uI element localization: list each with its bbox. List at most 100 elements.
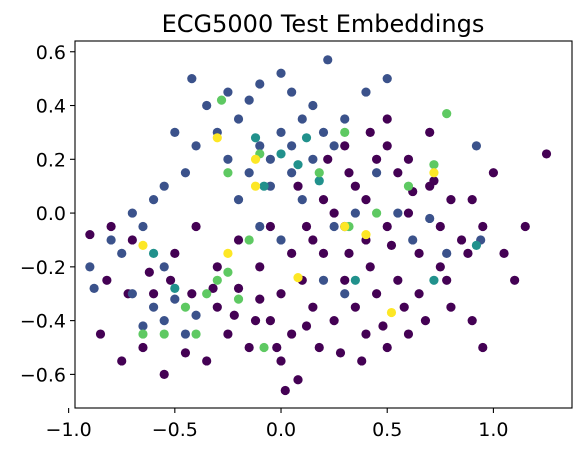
- data-point: [255, 79, 265, 89]
- data-point: [414, 248, 424, 258]
- data-point: [202, 289, 212, 299]
- data-point: [287, 87, 297, 97]
- y-tick-label: 0.6: [36, 42, 66, 64]
- data-point: [255, 262, 265, 272]
- data-point: [340, 127, 350, 138]
- data-point: [159, 181, 169, 191]
- x-tick-label: 0.0: [266, 419, 296, 441]
- data-point: [393, 168, 403, 178]
- data-point: [308, 154, 318, 164]
- data-point: [180, 348, 191, 358]
- data-point: [403, 181, 414, 191]
- data-point: [403, 154, 414, 164]
- data-point: [138, 221, 148, 232]
- data-point: [314, 176, 324, 186]
- data-point: [478, 221, 488, 232]
- data-point: [403, 329, 414, 339]
- data-point: [127, 289, 137, 299]
- data-point: [216, 95, 227, 105]
- data-point: [144, 267, 154, 277]
- x-tick-label: 0.5: [372, 419, 402, 441]
- data-point: [414, 289, 424, 299]
- data-point: [297, 114, 307, 124]
- data-point: [308, 302, 318, 312]
- data-point: [233, 195, 244, 205]
- data-point: [212, 133, 222, 143]
- data-point: [159, 316, 169, 326]
- data-point: [293, 375, 303, 385]
- data-point: [212, 275, 222, 285]
- data-point: [301, 321, 312, 331]
- data-point: [329, 221, 339, 232]
- data-point: [233, 114, 244, 124]
- y-tick-label: 0.0: [36, 203, 66, 225]
- data-point: [386, 240, 397, 250]
- data-point: [280, 385, 290, 396]
- data-point: [318, 275, 329, 285]
- data-point: [255, 141, 265, 151]
- data-point: [335, 348, 346, 358]
- data-point: [159, 329, 169, 339]
- data-point: [499, 248, 509, 258]
- x-tick-label: −0.5: [152, 419, 198, 441]
- data-point: [382, 114, 392, 124]
- data-point: [446, 195, 456, 205]
- data-point: [187, 289, 197, 299]
- x-axis: −1.0 −0.5 0.0 0.5 1.0: [46, 408, 509, 441]
- data-point: [463, 248, 473, 258]
- data-point: [287, 329, 297, 339]
- data-point: [361, 229, 371, 240]
- data-point: [361, 87, 371, 97]
- data-point: [287, 248, 297, 258]
- data-point: [323, 55, 333, 65]
- data-point: [85, 262, 95, 272]
- data-point: [276, 149, 286, 159]
- data-point: [191, 141, 201, 151]
- data-point: [250, 133, 261, 143]
- data-point: [138, 342, 148, 353]
- data-point: [265, 316, 275, 326]
- y-tick-label: 0.4: [36, 96, 66, 118]
- data-point: [541, 149, 552, 159]
- data-point: [340, 221, 350, 232]
- data-point: [148, 248, 159, 258]
- data-point: [106, 235, 116, 245]
- data-point: [287, 168, 297, 178]
- data-point: [318, 195, 329, 205]
- data-point: [467, 316, 477, 326]
- data-point: [191, 221, 201, 232]
- data-point: [350, 275, 360, 285]
- data-point: [276, 289, 286, 299]
- data-point: [229, 310, 239, 320]
- y-tick-label: −0.6: [20, 364, 66, 386]
- data-point: [386, 307, 397, 318]
- data-point: [471, 141, 482, 151]
- data-point: [223, 154, 233, 164]
- data-point: [510, 275, 520, 285]
- data-point: [318, 248, 329, 258]
- data-point: [180, 168, 191, 178]
- data-point: [361, 195, 371, 205]
- data-point: [255, 221, 265, 232]
- data-point: [429, 275, 439, 285]
- data-point: [425, 213, 435, 224]
- data-point: [340, 289, 350, 299]
- data-point: [350, 181, 360, 191]
- data-point: [250, 181, 261, 191]
- data-point: [372, 208, 382, 218]
- data-point: [159, 262, 169, 272]
- data-point: [329, 316, 339, 326]
- data-point: [372, 154, 382, 164]
- data-point: [202, 100, 212, 111]
- data-point: [297, 195, 307, 205]
- data-point: [382, 141, 392, 151]
- data-point: [208, 283, 218, 293]
- data-point: [170, 283, 180, 293]
- data-point: [456, 235, 467, 245]
- data-point: [408, 235, 418, 245]
- data-point: [471, 240, 482, 250]
- data-point: [293, 160, 303, 170]
- data-point: [117, 248, 127, 258]
- data-point: [191, 329, 201, 339]
